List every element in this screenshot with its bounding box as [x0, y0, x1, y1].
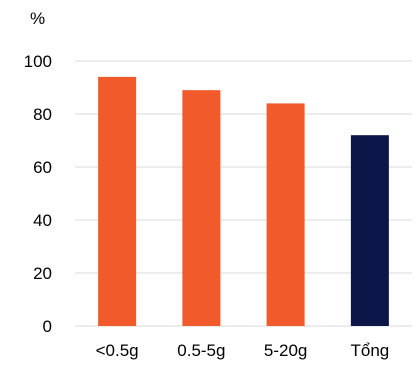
- x-axis-labels: <0.5g 0.5-5g 5-20g Tổng: [96, 341, 390, 360]
- bar-0: [98, 76, 137, 327]
- x-category-label-2: 5-20g: [264, 341, 307, 360]
- bar-1: [182, 90, 221, 327]
- y-tick-label-20: 20: [33, 264, 52, 283]
- y-tick-label-60: 60: [33, 158, 52, 177]
- y-tick-label-40: 40: [33, 211, 52, 230]
- x-category-label-1: 0.5-5g: [177, 341, 225, 360]
- y-tick-label-100: 100: [24, 52, 52, 71]
- bars: [98, 76, 389, 327]
- y-axis-ticks: 0 20 40 60 80 100: [24, 52, 52, 336]
- y-tick-label-80: 80: [33, 105, 52, 124]
- y-axis-unit-label: %: [30, 9, 45, 28]
- bar-2: [266, 103, 305, 327]
- x-category-label-0: <0.5g: [96, 341, 139, 360]
- bar-3: [350, 135, 389, 326]
- y-tick-label-0: 0: [43, 317, 52, 336]
- x-category-label-3: Tổng: [351, 341, 390, 360]
